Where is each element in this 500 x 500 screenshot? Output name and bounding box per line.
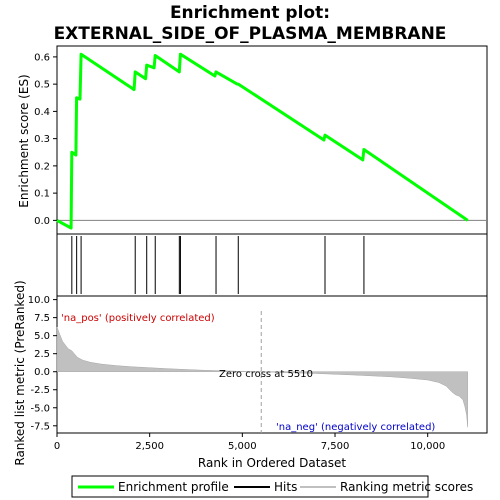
es-y-tick-label: 0.3	[34, 134, 50, 145]
metric-y-tick-label: -7.5	[30, 421, 50, 432]
enrichment-profile-line	[56, 52, 469, 230]
x-tick-label: 10,000	[410, 441, 445, 452]
chart-title-line1: Enrichment plot:	[170, 3, 330, 23]
metric-y-tick-label: -2.5	[30, 385, 50, 396]
es-y-tick-label: 0.0	[34, 216, 50, 227]
es-y-axis-label: Enrichment score (ES)	[17, 74, 31, 207]
metric-y-tick-label: 7.5	[34, 313, 50, 324]
x-tick-label: 0	[54, 441, 60, 452]
metric-y-axis: 10.0 7.5 5.0 2.5 0.0 -2.5 -5.0 -7.5	[28, 295, 57, 432]
legend-enrichment-label: Enrichment profile	[118, 480, 229, 494]
metric-y-tick-label: 5.0	[34, 331, 50, 342]
chart-title-line2: EXTERNAL_SIDE_OF_PLASMA_MEMBRANE	[54, 24, 447, 44]
x-tick-label: 2,500	[135, 441, 164, 452]
x-tick-label: 7,500	[321, 441, 350, 452]
es-y-tick-label: 0.2	[34, 161, 50, 172]
x-axis-label: Rank in Ordered Dataset	[198, 456, 346, 470]
es-y-tick-label: 0.6	[34, 52, 50, 63]
metric-panel-frame	[56, 295, 488, 434]
hits-group	[71, 236, 365, 294]
legend-hits-label: Hits	[274, 480, 297, 494]
metric-y-tick-label: 0.0	[34, 367, 50, 378]
metric-y-tick-label: 10.0	[28, 295, 50, 306]
x-axis: 0 2,500 5,000 7,500 10,000	[54, 433, 445, 452]
es-y-tick-label: 0.1	[34, 189, 50, 200]
ranking-metric-area	[56, 326, 468, 428]
metric-y-axis-label: Ranked list metric (PreRanked)	[13, 280, 27, 465]
es-y-axis: 0.0 0.1 0.2 0.3 0.4 0.5 0.6	[34, 52, 57, 227]
zero-cross-label: Zero cross at 5510	[219, 369, 313, 380]
es-y-tick-label: 0.5	[34, 80, 50, 91]
legend-metric-label: Ranking metric scores	[340, 480, 473, 494]
es-panel-frame	[56, 45, 488, 235]
x-tick-label: 5,000	[228, 441, 257, 452]
metric-y-tick-label: -5.0	[30, 403, 50, 414]
metric-y-tick-label: 2.5	[34, 349, 50, 360]
hits-panel-frame	[56, 233, 488, 297]
es-y-tick-label: 0.4	[34, 107, 50, 118]
pos-correlated-label: 'na_pos' (positively correlated)	[61, 313, 215, 324]
neg-correlated-label: 'na_neg' (negatively correlated)	[276, 422, 435, 433]
